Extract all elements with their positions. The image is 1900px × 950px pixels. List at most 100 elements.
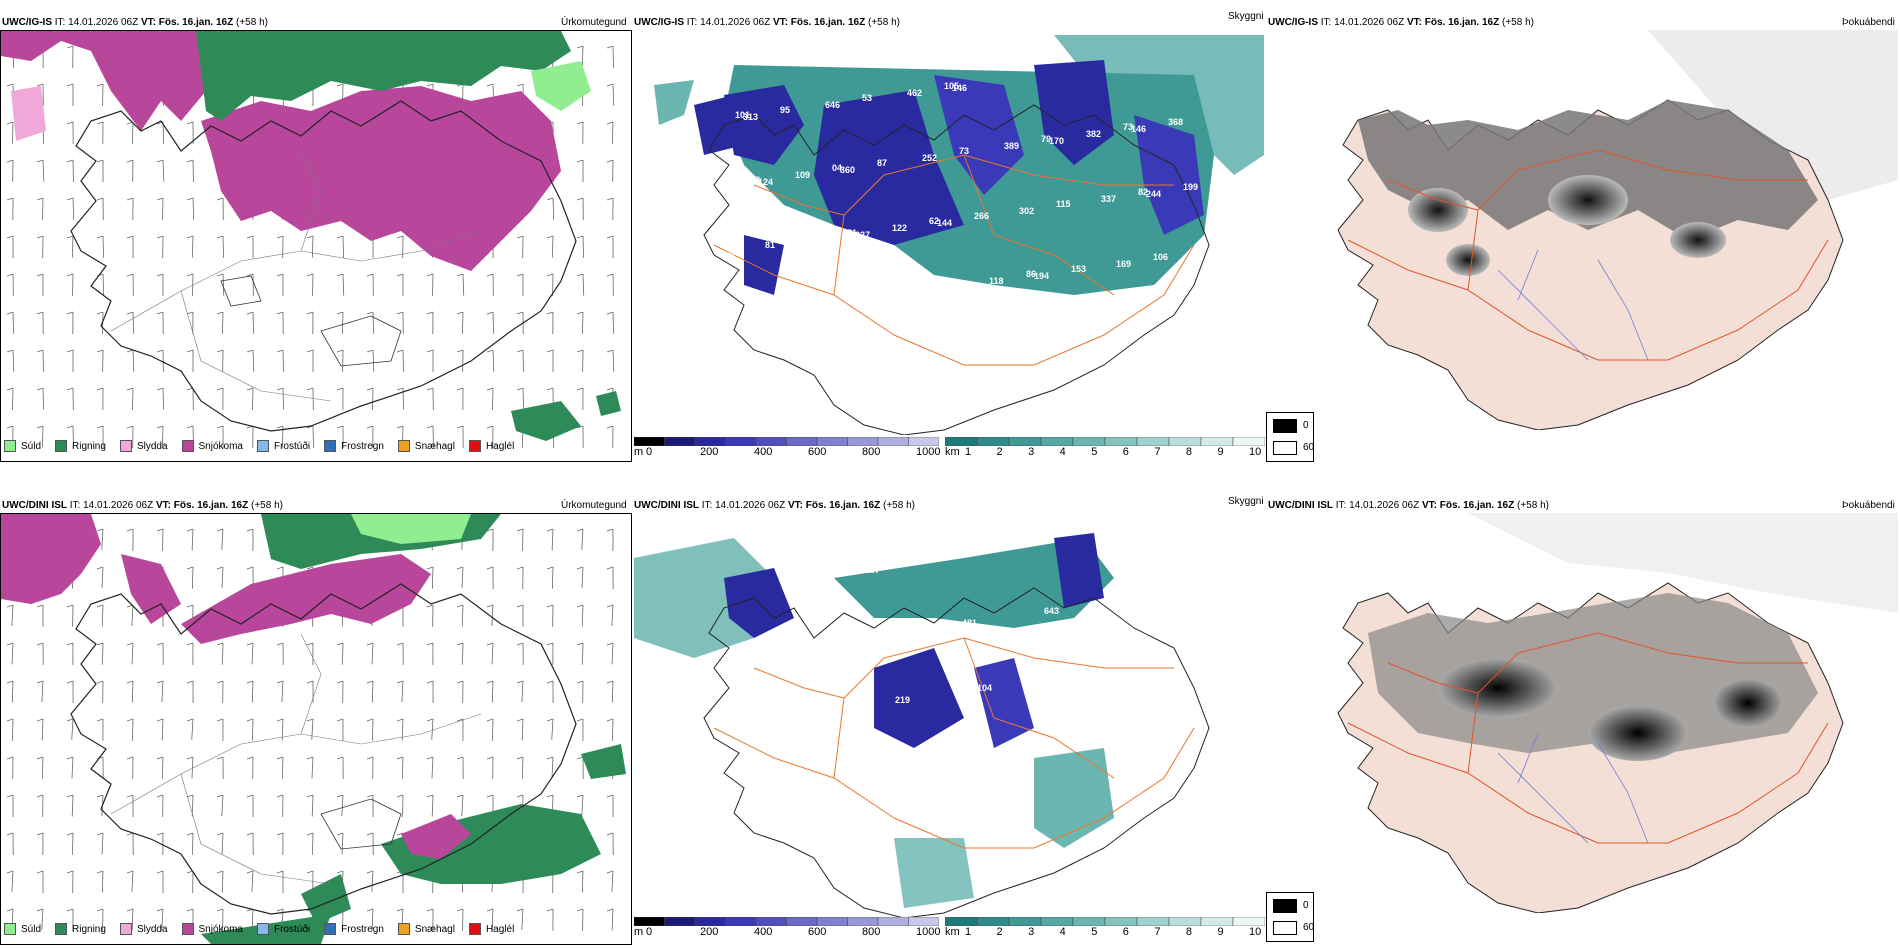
wind-barb — [311, 718, 314, 740]
wind-barb-flag — [306, 642, 314, 646]
fog-legend-label-60: 60 — [1303, 442, 1315, 453]
wind-barb — [11, 870, 14, 893]
wind-barb — [431, 794, 434, 817]
wind-barb-flag — [426, 349, 434, 353]
ceiling-value: 302 — [1019, 206, 1034, 216]
fog-legend-swatch-60 — [1273, 441, 1297, 455]
wind-barb-flag — [546, 680, 554, 684]
wind-barb-flag — [606, 718, 614, 722]
ceiling-colorbar — [634, 917, 939, 926]
row1-fog-map[interactable] — [1268, 30, 1898, 430]
ceiling-value: 412 — [992, 748, 1007, 758]
tick-label: 10 — [1249, 446, 1262, 458]
ceiling-value: 170 — [1049, 136, 1064, 146]
wind-barb-flag — [456, 908, 464, 912]
row1-cloud-map[interactable]: 101 04 62 86 73 68 71 105 79 82 81 53 73 115 106 95 87 26… — [634, 35, 1264, 435]
wind-barb-flag — [366, 349, 374, 353]
wind-barb-flag — [156, 794, 164, 798]
wind-barb — [371, 680, 374, 703]
legend-swatch — [55, 440, 68, 452]
wind-barb — [491, 680, 494, 703]
roads — [713, 637, 1195, 849]
wind-barb-flag — [186, 159, 194, 163]
row2-precip-map[interactable] — [0, 513, 632, 945]
legend-label: Frostúði — [273, 440, 311, 452]
visibility-colorbar — [945, 917, 1265, 926]
colorbar-step — [816, 437, 848, 446]
wind-barb — [101, 528, 104, 550]
wind-barb — [582, 642, 584, 665]
ceiling-value: 79 — [1041, 134, 1051, 144]
wind-barb — [131, 604, 134, 627]
rivers — [1497, 732, 1649, 844]
wind-barb-flag — [306, 870, 314, 874]
tick-label: 4 — [1059, 926, 1066, 938]
wind-barb-flag — [36, 604, 44, 608]
wind-barb-flag — [276, 642, 284, 646]
drizzle-area — [531, 61, 591, 111]
wind-barb-flag — [606, 311, 614, 315]
wind-barb-flag — [36, 680, 44, 684]
wind-barb — [581, 870, 584, 893]
row2-fog-map[interactable] — [1268, 513, 1898, 913]
row2-cloud-map[interactable]: 77 15 179 643 371 30 197 481 218 213 155 175 104 98 13… — [634, 518, 1264, 918]
wind-barb-flag — [66, 311, 74, 315]
tick-label: 800 — [862, 446, 881, 458]
ceiling-unit: m — [634, 446, 644, 458]
roads — [1347, 149, 1829, 361]
legend-label: Frostúði — [273, 923, 311, 935]
wind-barb-flag — [576, 870, 584, 874]
row1-precip-map[interactable] — [0, 30, 632, 462]
wind-barb-flag — [186, 121, 194, 125]
wind-barb-flag — [66, 756, 74, 760]
fog-background — [1648, 30, 1898, 200]
wind-barb — [41, 756, 44, 779]
wind-barb-flag — [36, 718, 44, 722]
ceiling-value: 153 — [1071, 264, 1086, 274]
wind-barb-flag — [66, 718, 74, 722]
snow-area — [401, 814, 471, 859]
ceiling-colorbar-svg — [634, 437, 939, 446]
ceiling-value: 122 — [892, 223, 907, 233]
ceiling-area — [694, 95, 744, 155]
legend-label: Snæhagl — [414, 923, 455, 935]
wind-barb — [251, 870, 254, 893]
glacier-outline — [320, 798, 402, 850]
tick-label: 1 — [965, 446, 972, 458]
wind-barb — [131, 908, 134, 931]
wind-barb-flag — [306, 235, 314, 239]
wind-barb — [161, 680, 164, 703]
wind-barb-flag — [96, 121, 104, 125]
coastline — [703, 587, 1210, 918]
wind-barb-flag — [396, 235, 404, 239]
wind-barb-flag — [66, 832, 74, 836]
ceiling-value: 244 — [1146, 189, 1161, 199]
wind-barb-flag — [426, 387, 434, 391]
wind-barb — [431, 756, 434, 779]
wind-barb — [612, 45, 614, 68]
legend-swatch — [397, 923, 410, 935]
wind-barb-flag — [576, 604, 584, 608]
wind-barb-flag — [186, 718, 194, 722]
wind-barb — [312, 832, 314, 855]
wind-barb-flag — [576, 159, 584, 163]
legend-label: Snæhagl — [414, 440, 455, 452]
wind-barb-flag — [96, 642, 104, 646]
legend-item-2: Slydda — [119, 923, 168, 935]
wind-barb-flag — [546, 528, 554, 532]
wind-barb — [461, 794, 464, 817]
wind-barb-flag — [126, 528, 134, 532]
wind-barb-flag — [606, 425, 614, 429]
legend-swatch — [119, 440, 132, 452]
wind-barb-flag — [96, 83, 104, 87]
row2-precip-header: UWC/DINI ISL IT: 14.01.2026 06Z VT: Fös.… — [2, 500, 283, 512]
wind-barb-flag — [66, 604, 74, 608]
wind-barb — [401, 680, 404, 703]
cloud-map-svg: 101 04 62 86 73 68 71 105 79 82 81 53 73 115 106 95 87 26… — [654, 35, 1264, 435]
wind-barb-flag — [486, 83, 494, 87]
it-label: IT: — [54, 17, 66, 28]
wind-barb-flag — [426, 83, 434, 87]
wind-barb-flag — [366, 756, 374, 760]
wind-barb — [521, 718, 524, 741]
wind-barb — [372, 349, 375, 372]
